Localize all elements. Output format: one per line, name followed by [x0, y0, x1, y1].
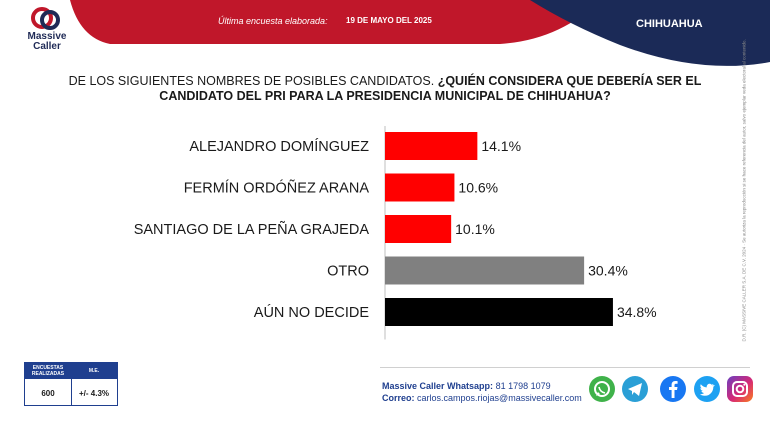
value-label: 10.6%: [458, 180, 498, 196]
whatsapp-icon[interactable]: [589, 376, 615, 402]
bar: [385, 173, 455, 202]
email-address[interactable]: carlos.campos.riojas@massivecaller.com: [417, 393, 582, 403]
logo-mark-icon: [31, 7, 60, 30]
whatsapp-number[interactable]: 81 1798 1079: [495, 381, 551, 391]
category-label: AÚN NO DECIDE: [254, 304, 370, 321]
survey-question: DE LOS SIGUIENTES NOMBRES DE POSIBLES CA…: [40, 74, 730, 104]
question-bold: ¿QUIÉN CONSIDERA QUE DEBERÍA SER EL CAND…: [159, 74, 702, 103]
category-label: FERMÍN ORDÓÑEZ ARANA: [184, 180, 370, 197]
brand-name-line2: Caller: [33, 41, 61, 52]
value-label: 14.1%: [481, 138, 521, 154]
survey-date-label: Última encuesta elaborada:: [218, 16, 328, 26]
survey-stats-box: ENCUESTAS REALIZADAS M.E. 600 +/- 4.3%: [24, 362, 118, 406]
value-label: 34.8%: [617, 304, 657, 320]
telegram-icon[interactable]: [622, 376, 648, 402]
surveys-header: ENCUESTAS REALIZADAS: [31, 365, 65, 377]
bar: [385, 215, 452, 243]
state-label: CHIHUAHUA: [636, 18, 703, 30]
value-label: 30.4%: [588, 263, 628, 279]
bar: [385, 298, 613, 326]
category-label: OTRO: [327, 264, 369, 280]
email-label: Correo:: [382, 393, 415, 403]
question-intro: DE LOS SIGUIENTES NOMBRES DE POSIBLES CA…: [68, 74, 438, 88]
bar-chart: ALEJANDRO DOMÍNGUEZ 14.1% FERMÍN ORDÓÑEZ A…: [134, 126, 657, 340]
twitter-icon[interactable]: [694, 376, 720, 402]
header-banner: [0, 0, 770, 66]
margin-error-header: M.E.: [88, 368, 100, 374]
copyright-note: D.R. (C) MASSIVE CALLER S.A. DE C.V. 202…: [737, 39, 749, 350]
category-label: ALEJANDRO DOMÍNGUEZ: [189, 138, 369, 155]
value-label: 10.1%: [455, 221, 495, 237]
brand-name-line1: Massive: [27, 31, 67, 42]
brand-logo: Massive Caller: [22, 6, 72, 56]
stats-header: [25, 363, 117, 379]
copyright-text: D.R. (C) MASSIVE CALLER S.A. DE C.V. 202…: [741, 39, 747, 342]
facebook-icon[interactable]: [660, 376, 686, 402]
surveys-value: 600: [41, 389, 55, 398]
whatsapp-contact: Massive Caller Whatsapp: 81 1798 1079: [382, 381, 551, 391]
bar: [385, 132, 478, 160]
margin-error-value: +/- 4.3%: [78, 389, 109, 398]
footer-divider: [380, 367, 750, 368]
bar: [385, 256, 585, 285]
category-label: SANTIAGO DE LA PEÑA GRAJEDA: [134, 221, 370, 238]
whatsapp-label: Massive Caller Whatsapp:: [382, 381, 494, 391]
survey-date: 19 DE MAYO DEL 2025: [346, 16, 432, 25]
instagram-icon[interactable]: [727, 376, 753, 402]
stats-divider: [71, 379, 72, 405]
email-contact: Correo: carlos.campos.riojas@massivecall…: [382, 393, 582, 403]
